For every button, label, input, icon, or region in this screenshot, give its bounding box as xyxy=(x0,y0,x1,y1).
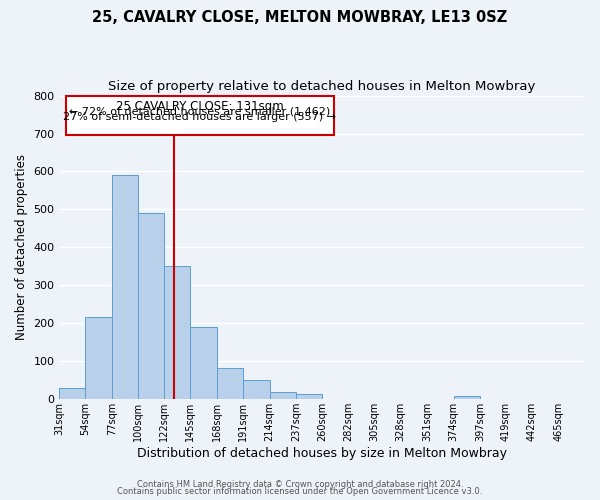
Bar xyxy=(269,392,296,400)
Bar xyxy=(217,368,243,400)
Text: 25, CAVALRY CLOSE, MELTON MOWBRAY, LE13 0SZ: 25, CAVALRY CLOSE, MELTON MOWBRAY, LE13 … xyxy=(92,10,508,25)
Text: ← 72% of detached houses are smaller (1,462): ← 72% of detached houses are smaller (1,… xyxy=(69,106,331,116)
Text: Contains HM Land Registry data © Crown copyright and database right 2024.: Contains HM Land Registry data © Crown c… xyxy=(137,480,463,489)
Bar xyxy=(85,316,112,400)
Y-axis label: Number of detached properties: Number of detached properties xyxy=(15,154,28,340)
Bar xyxy=(138,214,164,400)
Bar xyxy=(190,327,217,400)
Text: Contains public sector information licensed under the Open Government Licence v3: Contains public sector information licen… xyxy=(118,488,482,496)
Bar xyxy=(112,176,138,400)
Text: 25 CAVALRY CLOSE: 131sqm: 25 CAVALRY CLOSE: 131sqm xyxy=(116,100,284,113)
Title: Size of property relative to detached houses in Melton Mowbray: Size of property relative to detached ho… xyxy=(108,80,536,93)
X-axis label: Distribution of detached houses by size in Melton Mowbray: Distribution of detached houses by size … xyxy=(137,447,507,460)
Text: 27% of semi-detached houses are larger (557) →: 27% of semi-detached houses are larger (… xyxy=(64,112,337,122)
Bar xyxy=(164,266,190,400)
Bar xyxy=(59,388,85,400)
Bar xyxy=(243,380,269,400)
FancyBboxPatch shape xyxy=(66,96,334,136)
Bar xyxy=(454,396,480,400)
Bar xyxy=(296,394,322,400)
